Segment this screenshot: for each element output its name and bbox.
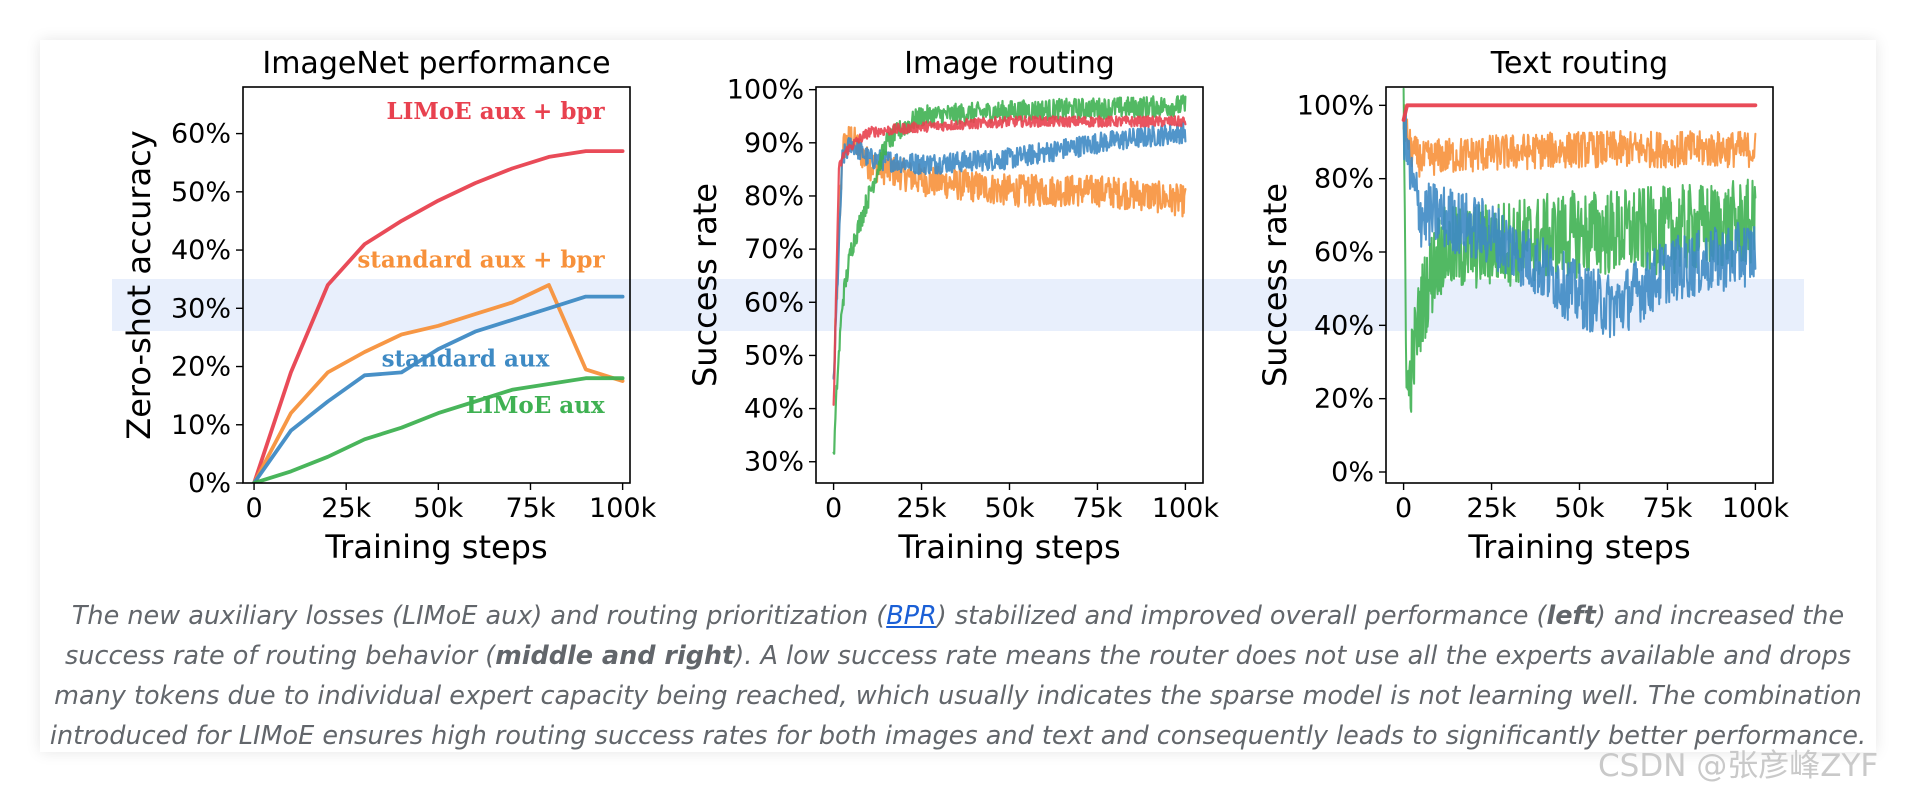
caption-bold-middle-right: middle and right (495, 641, 735, 671)
y-tick-label: 100% (1297, 90, 1374, 121)
y-axis-label: Success rate (686, 183, 724, 387)
chart-1: 0 25k 50k 75k 100k 0% 10% 20% 30% 40% 50% 60% ImageN… (120, 46, 657, 566)
x-axis-label: Training steps (1467, 528, 1690, 566)
caption-part-2: ) stabilized and improved overall perfor… (936, 601, 1547, 631)
x-tick-label: 25k (321, 493, 371, 524)
y-tick-label: 40% (744, 394, 804, 425)
y-axis-label: Success rate (1256, 183, 1294, 387)
y-tick-label: 80% (744, 181, 804, 212)
y-tick-label: 0% (1331, 457, 1374, 488)
y-axis-label: Zero-shot accuracy (120, 130, 158, 439)
chart-2: 0 25k 50k 75k 100k 30% 40% 50% 60% 70% 80% 90% 100% I… (686, 46, 1219, 566)
x-tick-label: 25k (1467, 493, 1517, 524)
bpr-link[interactable]: BPR (886, 601, 937, 631)
y-tick-label: 40% (171, 235, 231, 266)
y-tick-label: 0% (188, 468, 231, 499)
y-tick-label: 50% (171, 177, 231, 208)
chart-title: Text routing (1490, 46, 1668, 81)
x-tick-label: 75k (1642, 493, 1692, 524)
y-tick-label: 50% (744, 340, 804, 371)
y-tick-label: 30% (744, 447, 804, 478)
figure-caption: The new auxiliary losses (LIMoE aux) and… (40, 596, 1876, 756)
charts-figure: 0 25k 50k 75k 100k 0% 10% 20% 30% 40% 50% 60% ImageN… (120, 46, 1789, 566)
caption-part-1: The new auxiliary losses (LIMoE aux) and… (71, 601, 887, 631)
series-line-orange (1402, 104, 1757, 178)
chart-title: Image routing (904, 46, 1115, 81)
series-label: LIMoE aux + bpr (386, 98, 605, 125)
y-tick-label: 20% (1314, 384, 1374, 415)
plot-frame (242, 86, 631, 484)
y-tick-label: 10% (171, 410, 231, 441)
y-tick-label: 90% (744, 128, 804, 159)
series-label: standard aux + bpr (357, 247, 605, 274)
series-line-limoe-aux-bpr (252, 149, 625, 483)
x-tick-label: 100k (589, 493, 657, 524)
x-tick-label: 0 (1395, 493, 1412, 524)
x-tick-label: 50k (413, 493, 463, 524)
x-tick-label: 75k (1072, 493, 1122, 524)
series-line-blue (1402, 109, 1757, 339)
highlight-band (112, 279, 1804, 331)
series-line-limoe-aux (252, 376, 625, 483)
y-tick-label: 100% (727, 75, 804, 106)
watermark: CSDN @张彦峰ZYF (1598, 748, 1879, 784)
x-tick-label: 100k (1722, 493, 1790, 524)
y-tick-label: 60% (1314, 237, 1374, 268)
x-axis-label: Training steps (897, 528, 1120, 566)
series-line-orange (832, 125, 1187, 379)
x-tick-label: 50k (1555, 493, 1605, 524)
plot-frame (815, 86, 1204, 484)
series-line-red (832, 115, 1187, 406)
caption-bold-left: left (1546, 601, 1596, 631)
x-tick-label: 50k (985, 493, 1035, 524)
x-tick-label: 0 (245, 493, 262, 524)
y-tick-label: 30% (171, 293, 231, 324)
series-label: standard aux (382, 346, 550, 373)
x-tick-label: 25k (897, 493, 947, 524)
chart-3: 0 25k 50k 75k 100k 0% 20% 40% 60% 80% 100% Text rou… (1256, 46, 1789, 566)
x-tick-label: 100k (1152, 493, 1220, 524)
chart-title: ImageNet performance (262, 46, 610, 81)
y-tick-label: 60% (171, 119, 231, 150)
caption-part-3: ) and increased the success rate of rout… (64, 601, 1845, 671)
caption-part-4: ). A low success rate means the router d… (49, 641, 1867, 751)
x-tick-label: 75k (505, 493, 555, 524)
x-tick-label: 0 (825, 493, 842, 524)
y-tick-label: 20% (171, 352, 231, 383)
y-tick-label: 70% (744, 234, 804, 265)
series-label: LIMoE aux (466, 392, 605, 419)
series-line-standard-aux (252, 294, 625, 483)
y-tick-label: 40% (1314, 310, 1374, 341)
y-tick-label: 60% (744, 287, 804, 318)
x-axis-label: Training steps (324, 528, 547, 566)
series-line-red (1401, 103, 1758, 122)
series-line-blue (832, 121, 1187, 380)
series-line-standard-aux-bpr (252, 283, 625, 483)
y-tick-label: 80% (1314, 164, 1374, 195)
